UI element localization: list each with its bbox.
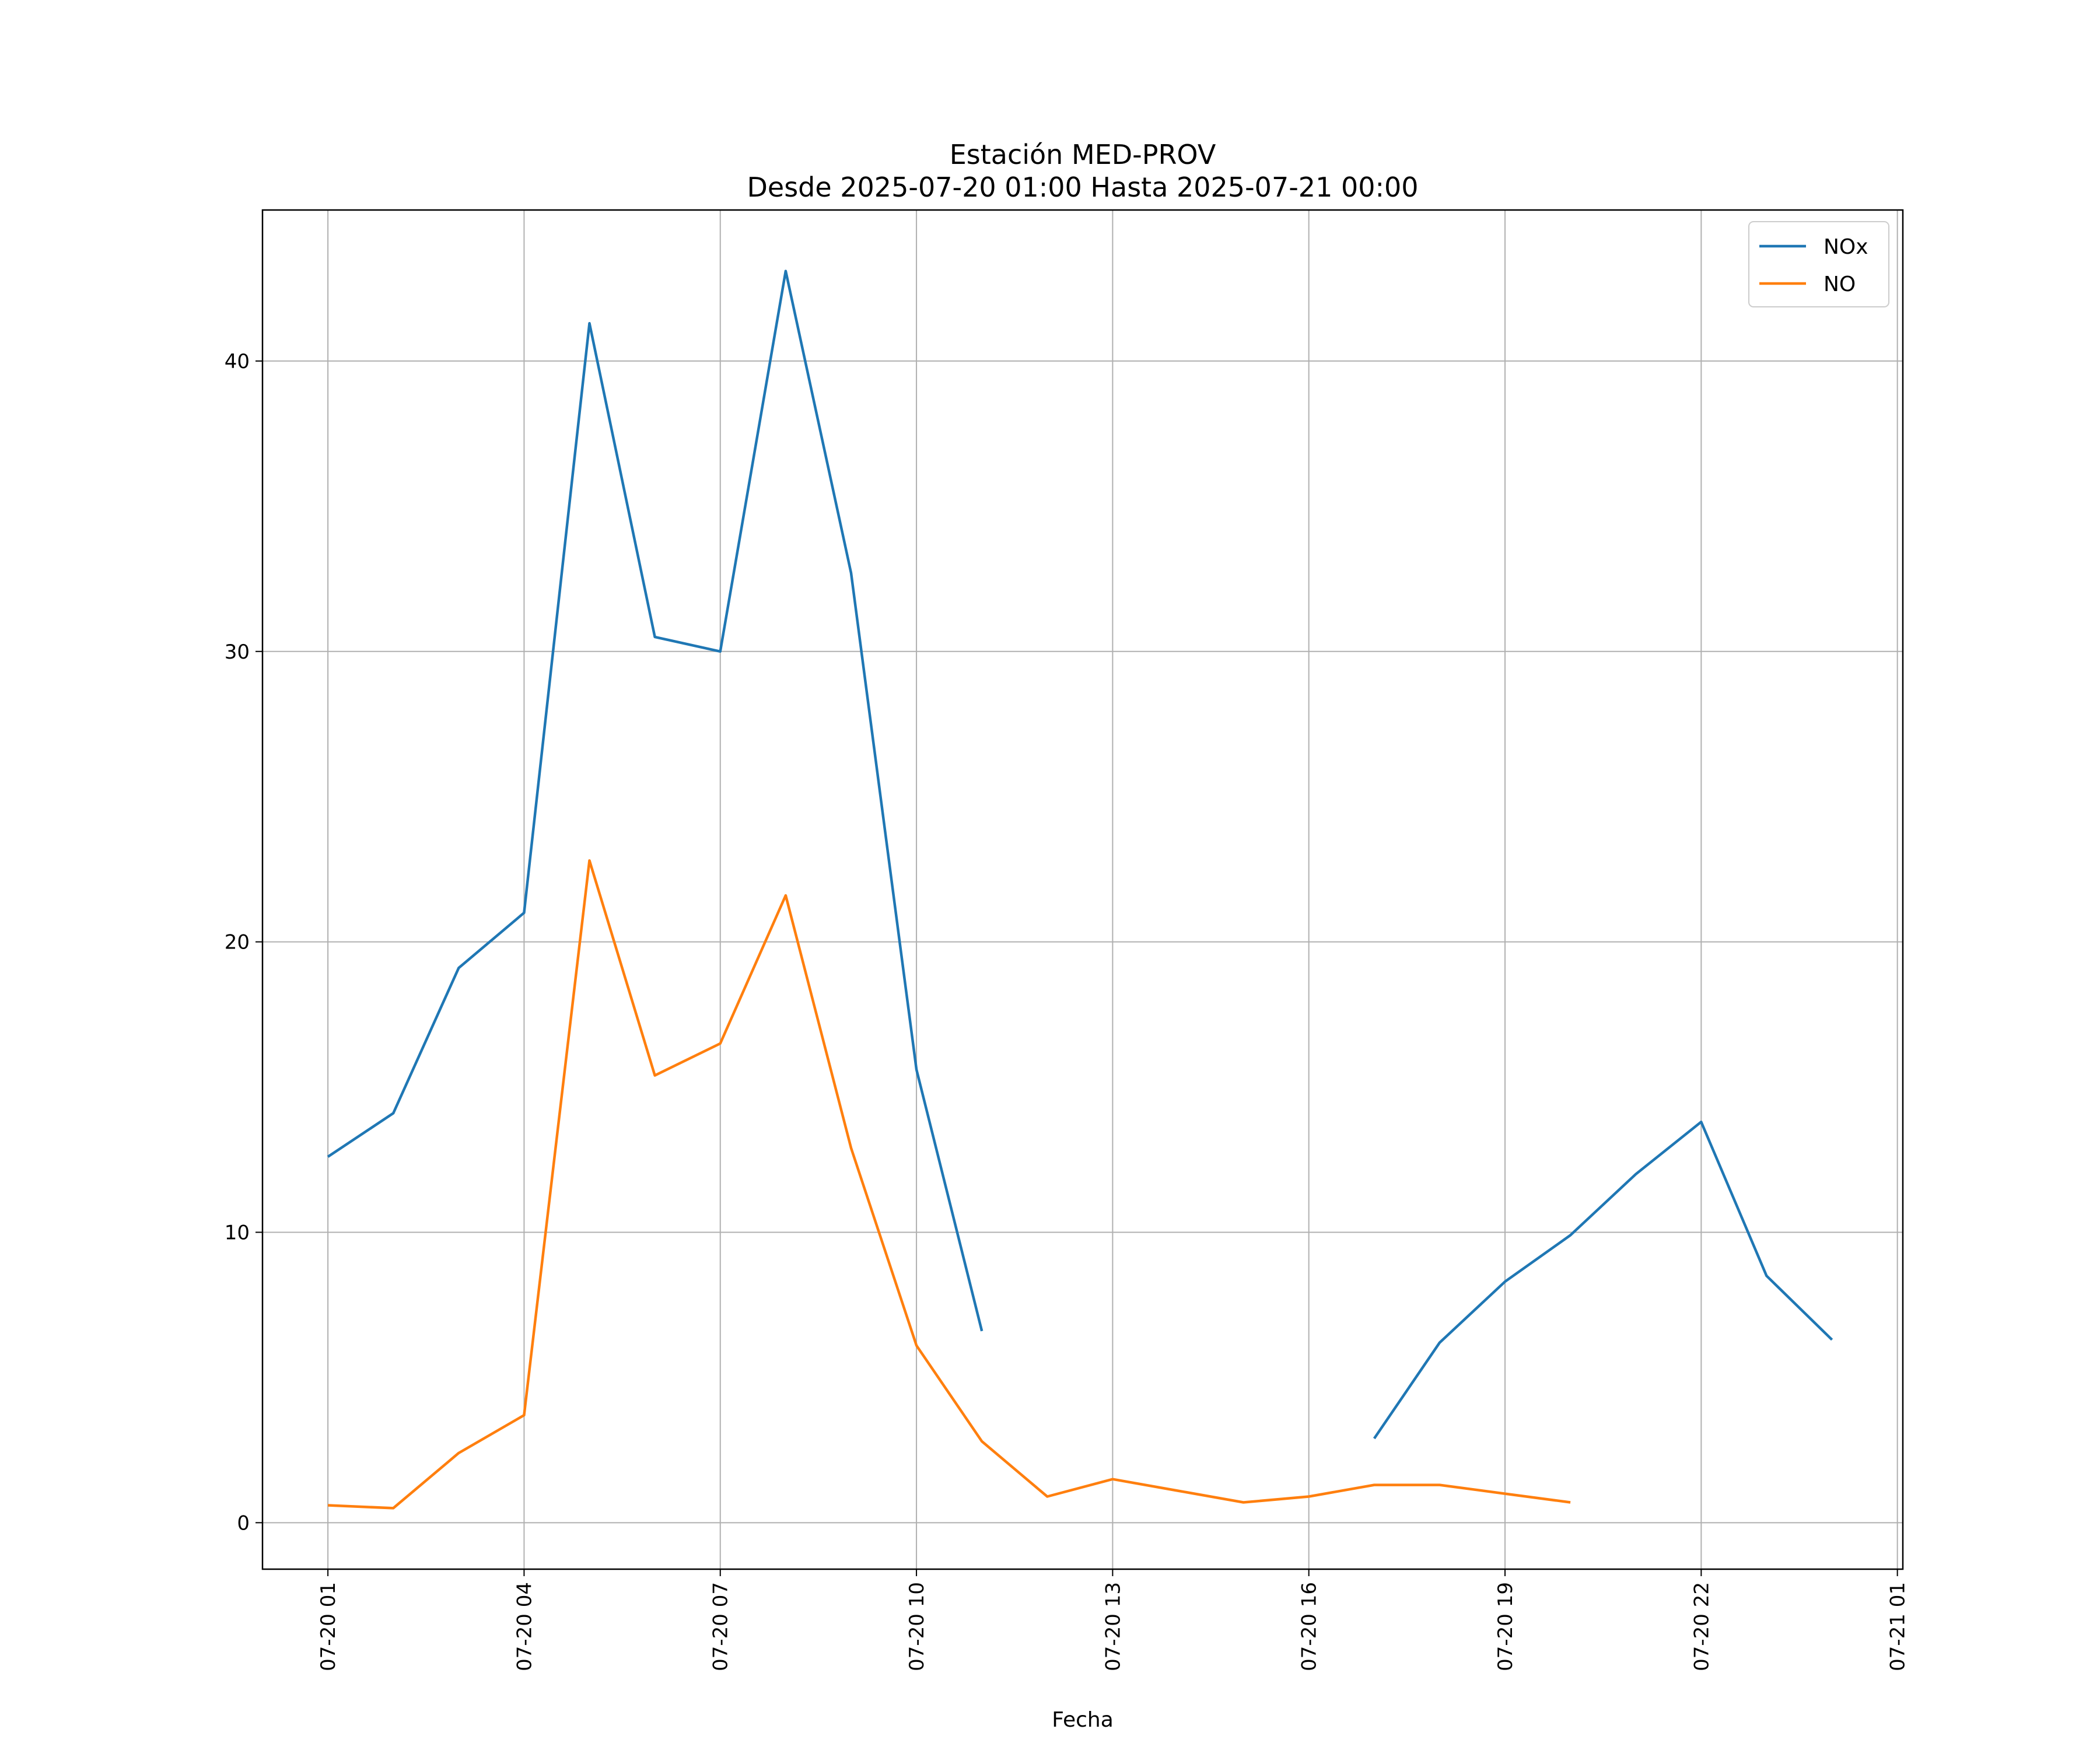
x-axis: 07-20 01 07-20 04 07-20 07 07-20 10 07-20 13… [317,1569,1910,1671]
y-axis: 0 10 20 30 40 [225,350,262,1535]
grid-lines [262,210,1903,1569]
series-line-segment [328,859,1571,1510]
x-tick-label: 07-20 01 [317,1582,340,1671]
plot-frame [261,209,1904,1570]
x-tick-label: 07-20 16 [1298,1582,1321,1671]
y-tick-label: 0 [237,1511,250,1535]
legend-label-no: NO [1824,272,1856,296]
y-tick-label: 30 [225,640,250,664]
x-tick-label: 07-20 22 [1690,1582,1713,1671]
chart-subtitle: Desde 2025-07-20 01:00 Hasta 2025-07-21 … [747,172,1418,203]
legend-label-nox: NOx [1824,235,1868,259]
chart-title: Estación MED-PROV [950,139,1216,170]
x-tick-label: 07-20 07 [709,1582,733,1671]
x-tick-label: 07-20 19 [1494,1582,1517,1671]
series-line-segment [1373,1121,1833,1440]
y-tick-label: 10 [225,1221,250,1244]
legend: NOx NO [1748,221,1889,307]
series-nox [327,270,1833,1440]
y-tick-label: 40 [225,350,250,373]
x-tick-label: 07-21 01 [1887,1582,1910,1671]
series-no [328,859,1571,1510]
series-layer [327,270,1833,1510]
y-tick-label: 20 [225,931,250,954]
legend-box [1748,221,1889,307]
x-axis-label: Fecha [1052,1708,1114,1732]
x-tick-label: 07-20 10 [905,1582,929,1671]
series-line-segment [327,270,984,1332]
x-tick-label: 07-20 04 [513,1582,536,1671]
x-tick-label: 07-20 13 [1101,1582,1125,1671]
